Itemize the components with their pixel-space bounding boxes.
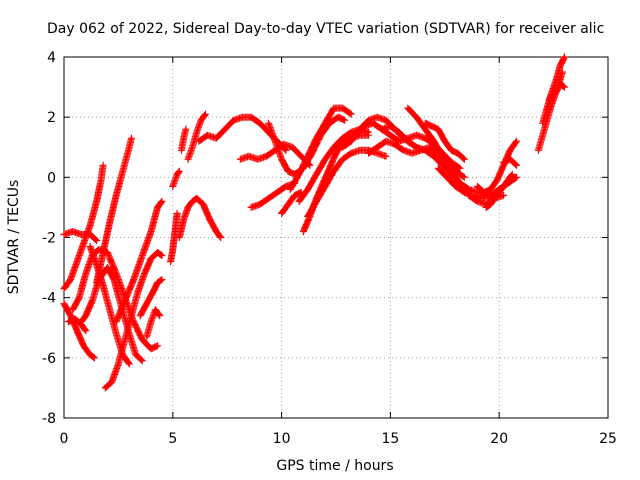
data-point-markers bbox=[184, 110, 209, 163]
series-arc-23 bbox=[286, 104, 355, 193]
data-point-markers bbox=[136, 276, 166, 320]
y-tick-label: -4 bbox=[42, 291, 56, 307]
x-tick-label: 20 bbox=[490, 431, 508, 447]
series-arc-6 bbox=[64, 315, 90, 335]
series-arc-35 bbox=[473, 137, 521, 196]
data-point-markers bbox=[112, 197, 166, 326]
y-tick-labels: -8 -6 -4 -2 0 2 4 bbox=[42, 50, 56, 427]
series-arc-36 bbox=[482, 185, 503, 211]
series-arc-8 bbox=[93, 134, 135, 287]
data-point-markers bbox=[60, 161, 107, 293]
x-tick-label: 5 bbox=[168, 431, 177, 447]
data-point-markers bbox=[143, 306, 164, 341]
series-arc-22 bbox=[278, 188, 305, 217]
data-point-markers bbox=[473, 137, 521, 196]
x-tick-labels: 0 5 10 15 20 25 bbox=[60, 431, 617, 447]
data-point-markers bbox=[421, 119, 468, 163]
axis-ticks bbox=[63, 56, 609, 419]
data-point-markers bbox=[60, 228, 101, 244]
series-arc-26 bbox=[304, 146, 390, 220]
y-axis-label: SDTVAR / TECUs bbox=[6, 180, 22, 295]
data-point-markers bbox=[64, 315, 90, 335]
series-arc-13 bbox=[167, 209, 181, 266]
series-arc-32 bbox=[421, 119, 468, 163]
y-tick-label: -8 bbox=[42, 411, 56, 427]
series-arc-3 bbox=[60, 300, 98, 362]
series-arc-1 bbox=[60, 228, 101, 244]
data-point-markers bbox=[60, 300, 98, 362]
y-tick-label: -6 bbox=[42, 351, 56, 367]
series-arc-14 bbox=[169, 167, 183, 190]
x-tick-label: 0 bbox=[60, 431, 69, 447]
data-point-markers bbox=[482, 185, 503, 211]
series-arc-16 bbox=[178, 125, 190, 154]
series-arc-11 bbox=[136, 276, 166, 320]
series-arc-12 bbox=[143, 306, 164, 341]
series-arc-15 bbox=[175, 194, 225, 241]
data-point-markers bbox=[175, 194, 225, 241]
data-point-markers bbox=[286, 104, 355, 193]
data-point-markers bbox=[178, 125, 190, 154]
data-point-markers bbox=[500, 155, 521, 169]
data-point-markers bbox=[101, 249, 166, 392]
chart-title: Day 062 of 2022, Sidereal Day-to-day VTE… bbox=[47, 21, 604, 37]
x-axis-label: GPS time / hours bbox=[276, 458, 393, 474]
data-point-markers bbox=[93, 134, 135, 287]
data-marks bbox=[60, 53, 568, 392]
series-arc-37 bbox=[500, 155, 521, 169]
x-tick-label: 15 bbox=[381, 431, 399, 447]
data-point-markers bbox=[304, 146, 390, 220]
data-point-markers bbox=[278, 188, 305, 217]
data-point-markers bbox=[169, 167, 183, 190]
series-arc-9 bbox=[101, 249, 166, 392]
series-arc-17 bbox=[184, 110, 209, 163]
x-tick-label: 10 bbox=[273, 431, 291, 447]
y-tick-label: 0 bbox=[47, 170, 56, 186]
series-arc-10 bbox=[112, 197, 166, 326]
y-tick-label: 2 bbox=[47, 110, 56, 126]
series-arc-40 bbox=[545, 68, 566, 103]
x-tick-label: 25 bbox=[599, 431, 617, 447]
y-tick-label: 4 bbox=[47, 50, 56, 66]
data-point-markers bbox=[167, 209, 181, 266]
series-arc-2 bbox=[60, 161, 107, 293]
y-tick-label: -2 bbox=[42, 231, 56, 247]
data-point-markers bbox=[545, 68, 566, 103]
